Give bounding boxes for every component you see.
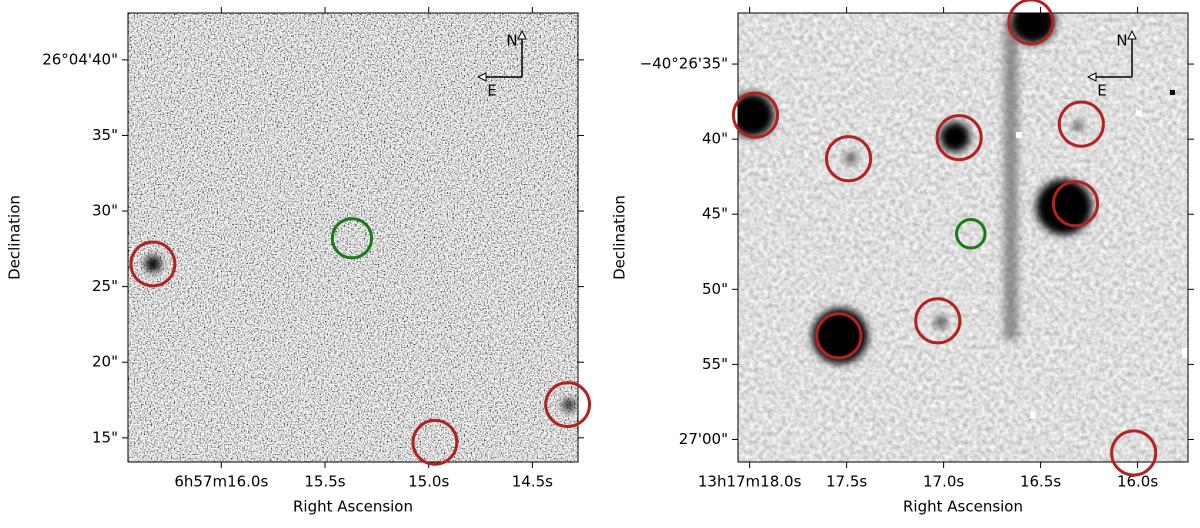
source-circle — [935, 114, 983, 162]
x-axis-label: Right Ascension — [903, 498, 1023, 516]
plot-frame — [127, 12, 579, 463]
x-tick-label: 17.5s — [826, 473, 867, 491]
compass-arrowhead — [1086, 72, 1097, 82]
x-tick-label: 15.0s — [408, 473, 449, 491]
source-circle — [544, 381, 592, 428]
y-tick-label: 25" — [92, 277, 118, 295]
source-circle — [1057, 100, 1105, 148]
source-circle — [914, 297, 962, 345]
y-tick-label: 30" — [92, 202, 118, 220]
plot-frame — [737, 12, 1189, 463]
compass-east: E — [1097, 82, 1106, 100]
image-right — [738, 13, 1188, 462]
x-tick-label: 16.0s — [1117, 473, 1158, 491]
source-circle — [731, 91, 780, 139]
compass-arrowhead — [476, 72, 487, 82]
x-tick-label: 13h17m18.0s — [698, 473, 802, 491]
y-tick-label: 27'00" — [679, 430, 728, 448]
x-tick-label: 14.5s — [512, 473, 553, 491]
x-tick-label: 16.5s — [1020, 473, 1061, 491]
x-tick-label: 15.5s — [304, 473, 345, 491]
y-tick-label: 50" — [702, 280, 728, 298]
compass-arrowhead — [1127, 29, 1137, 40]
y-tick-label: −40°26'35" — [640, 55, 728, 73]
compass-north: N — [506, 32, 517, 50]
y-tick-label: 20" — [92, 353, 118, 371]
source-circle — [129, 240, 177, 288]
compass-east: E — [487, 82, 496, 100]
source-circle — [824, 135, 873, 183]
source-circle — [1051, 180, 1100, 228]
image-left — [128, 13, 578, 462]
source-circle — [411, 418, 459, 466]
y-axis-label: Declination — [611, 195, 629, 280]
y-tick-label: 26°04'40" — [42, 50, 118, 68]
y-tick-label: 35" — [92, 126, 118, 144]
compass-north: N — [1116, 32, 1127, 50]
x-tick-label: 17.0s — [923, 473, 964, 491]
source-circle — [815, 312, 863, 360]
y-tick-label: 40" — [702, 130, 728, 148]
compass-arrowhead — [517, 29, 527, 40]
x-tick-label: 6h57m16.0s — [174, 473, 268, 491]
y-tick-label: 15" — [92, 428, 118, 446]
source-circle — [330, 217, 374, 260]
y-tick-label: 45" — [702, 205, 728, 223]
x-axis-label: Right Ascension — [293, 498, 413, 516]
source-circle — [954, 217, 987, 250]
source-circle — [1007, 0, 1055, 46]
y-tick-label: 55" — [702, 355, 728, 373]
y-axis-label: Declination — [6, 195, 24, 280]
source-circle — [1110, 429, 1158, 477]
